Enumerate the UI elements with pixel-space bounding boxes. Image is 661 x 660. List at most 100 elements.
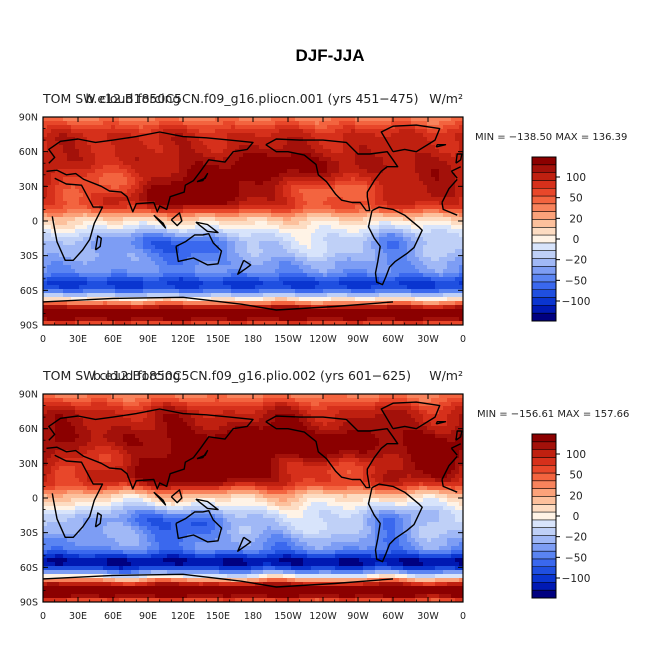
field-cell [107,161,112,166]
field-cell [255,125,260,130]
field-cell [267,209,272,214]
field-cell [171,277,176,282]
field-cell [75,117,80,122]
field-cell [383,265,388,270]
field-cell [139,149,144,154]
field-cell [63,233,68,238]
field-cell [191,121,196,126]
field-cell [263,269,268,274]
field-cell [455,181,460,186]
field-cell [435,185,440,190]
field-cell [399,285,404,290]
field-cell [315,245,320,250]
field-cell [227,185,232,190]
field-cell [139,249,144,254]
field-cell [315,149,320,154]
field-cell [419,237,424,242]
field-cell [351,189,356,194]
field-cell [191,145,196,150]
field-cell [307,261,312,266]
field-cell [195,117,200,122]
field-cell [227,229,232,234]
field-cell [415,165,420,170]
field-cell [43,173,48,178]
field-cell [387,133,392,138]
field-cell [371,133,376,138]
field-cell [115,257,120,262]
field-cell [211,121,216,126]
field-cell [355,297,360,302]
field-cell [375,257,380,262]
field-cell [331,157,336,162]
field-cell [403,289,408,294]
field-cell [419,281,424,286]
field-cell [75,169,80,174]
field-cell [95,213,100,218]
field-cell [191,301,196,306]
field-cell [87,305,92,310]
field-cell [287,129,292,134]
field-cell [367,269,372,274]
field-cell [271,201,276,206]
field-cell [59,209,64,214]
field-cell [435,181,440,186]
field-cell [395,173,400,178]
field-cell [163,201,168,206]
field-cell [359,161,364,166]
field-cell [283,189,288,194]
field-cell [143,169,148,174]
field-cell [131,121,136,126]
field-cell [323,261,328,266]
field-cell [71,205,76,210]
field-cell [151,117,156,122]
field-cell [323,265,328,270]
field-cell [411,241,416,246]
field-cell [71,273,76,278]
field-cell [191,245,196,250]
field-cell [335,233,340,238]
field-cell [47,189,52,194]
field-cell [171,129,176,134]
field-cell [439,297,444,302]
field-cell [251,165,256,170]
field-cell [103,273,108,278]
field-cell [251,245,256,250]
field-cell [115,237,120,242]
field-cell [283,205,288,210]
field-cell [259,121,264,126]
field-cell [411,285,416,290]
field-cell [227,133,232,138]
field-cell [95,289,100,294]
field-cell [167,289,172,294]
field-cell [75,245,80,250]
field-cell [287,265,292,270]
field-cell [87,161,92,166]
field-cell [231,137,236,142]
field-cell [63,205,68,210]
field-cell [303,233,308,238]
field-cell [91,129,96,134]
field-cell [423,189,428,194]
field-cell [67,197,72,202]
field-cell [447,165,452,170]
field-cell [307,253,312,258]
field-cell [99,157,104,162]
field-cell [371,297,376,302]
field-cell [383,173,388,178]
field-cell [427,273,432,278]
field-cell [79,257,84,262]
field-cell [275,281,280,286]
field-cell [359,169,364,174]
field-cell [387,221,392,226]
field-cell [271,293,276,298]
field-cell [287,257,292,262]
field-cell [299,149,304,154]
field-cell [167,265,172,270]
field-cell [379,173,384,178]
map-panel-1: TOM SW cloud forcing b.e12.B1850C5CN.f09… [19,91,628,345]
field-cell [335,153,340,158]
field-cell [459,121,463,126]
field-cell [359,225,364,230]
field-cell [111,197,116,202]
field-cell [219,121,224,126]
